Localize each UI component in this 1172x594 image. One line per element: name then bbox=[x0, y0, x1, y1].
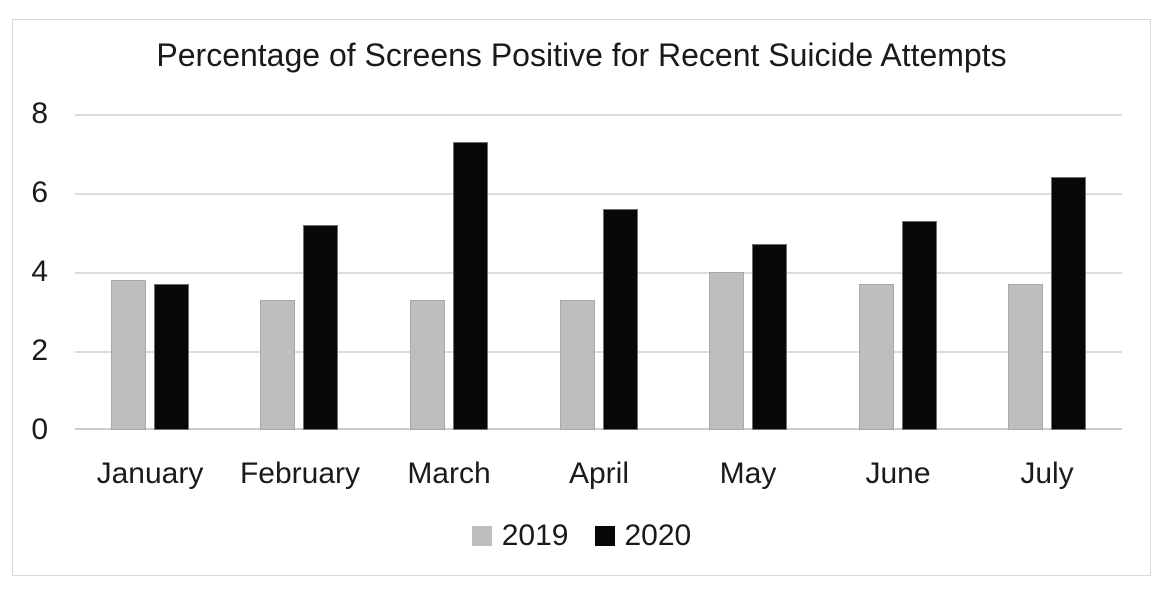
legend-swatch-2020 bbox=[594, 526, 615, 546]
plot-area bbox=[75, 114, 1122, 430]
bar-2019-may bbox=[709, 272, 744, 430]
y-tick-label-8: 8 bbox=[31, 97, 48, 130]
gridline-4 bbox=[75, 272, 1122, 274]
gridline-0 bbox=[75, 428, 1122, 430]
bar-2019-july bbox=[1008, 284, 1043, 430]
x-label-february: February bbox=[239, 457, 361, 490]
bar-2020-february bbox=[303, 225, 338, 430]
bar-2020-march bbox=[453, 142, 488, 430]
bar-2019-january bbox=[111, 280, 146, 430]
bar-2020-january bbox=[154, 284, 189, 430]
bar-2020-may bbox=[752, 244, 787, 430]
y-tick-label-6: 6 bbox=[31, 176, 48, 209]
bar-2019-april bbox=[560, 300, 595, 430]
x-label-january: January bbox=[96, 457, 204, 490]
x-label-july: July bbox=[1020, 457, 1074, 490]
legend-label-2019: 2019 bbox=[501, 519, 569, 552]
x-label-march: March bbox=[407, 457, 491, 490]
legend-label-2020: 2020 bbox=[624, 519, 692, 552]
bar-2020-april bbox=[603, 209, 638, 430]
x-label-june: June bbox=[865, 457, 931, 490]
legend: 2019 2020 bbox=[12, 518, 1151, 554]
bar-2019-february bbox=[260, 300, 295, 430]
gridline-8 bbox=[75, 114, 1122, 116]
gridline-6 bbox=[75, 193, 1122, 195]
bar-2019-march bbox=[410, 300, 445, 430]
chart-title: Percentage of Screens Positive for Recen… bbox=[156, 37, 1007, 73]
y-tick-label-2: 2 bbox=[31, 334, 48, 367]
chart-frame bbox=[12, 19, 1151, 576]
x-label-april: April bbox=[568, 457, 629, 490]
y-tick-label-4: 4 bbox=[31, 255, 48, 288]
bar-2020-june bbox=[902, 221, 937, 430]
bar-2019-june bbox=[859, 284, 894, 430]
legend-swatch-2019 bbox=[471, 526, 492, 546]
bar-2020-july bbox=[1051, 177, 1086, 430]
legend-item-2019: 2019 bbox=[471, 519, 569, 553]
legend-item-2020: 2020 bbox=[594, 519, 692, 553]
y-tick-label-0: 0 bbox=[31, 413, 48, 446]
gridline-2 bbox=[75, 351, 1122, 353]
x-label-may: May bbox=[719, 457, 777, 490]
